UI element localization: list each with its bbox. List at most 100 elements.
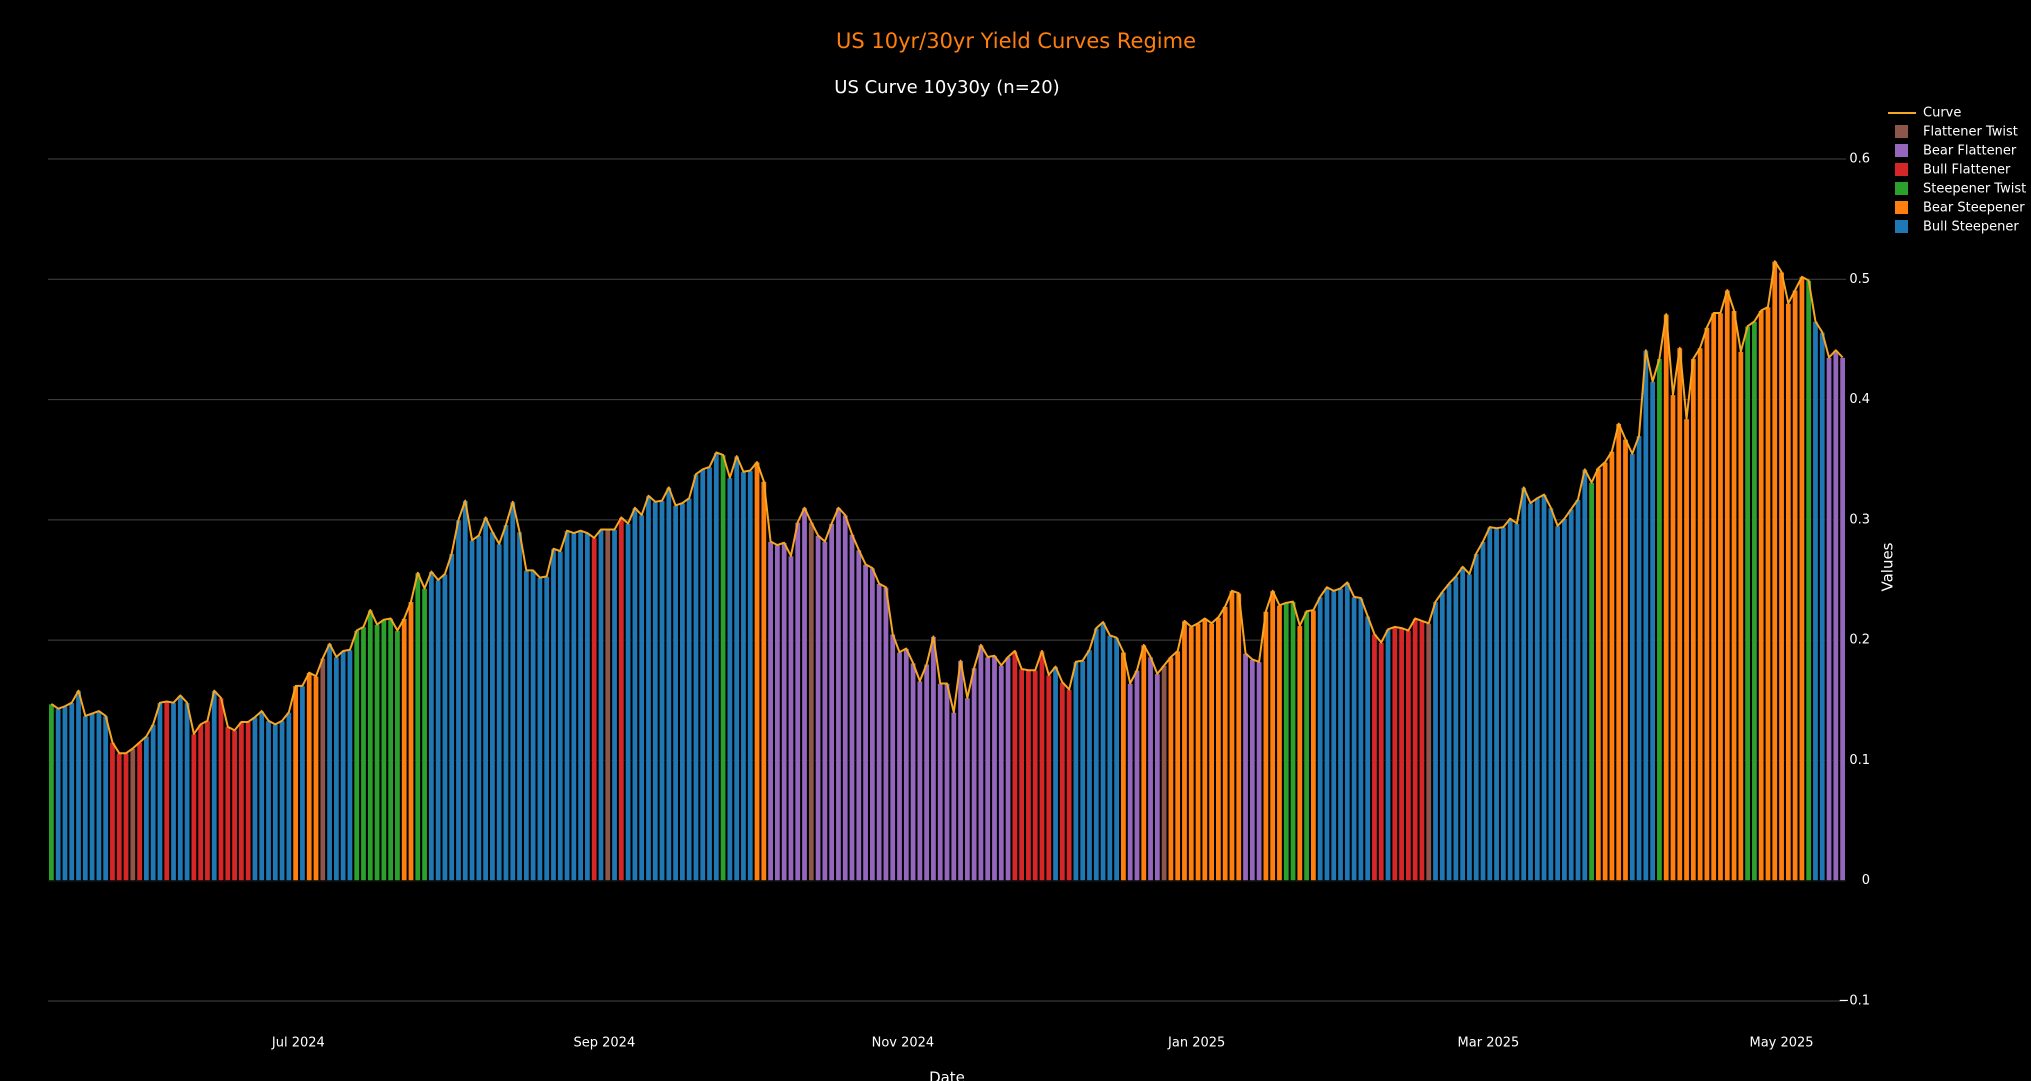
bar xyxy=(1140,644,1147,882)
bar xyxy=(1296,625,1303,882)
bar xyxy=(1310,609,1317,882)
bar xyxy=(1540,494,1548,882)
bar xyxy=(407,601,415,882)
legend-label: Bull Flattener xyxy=(1923,163,2011,178)
bar xyxy=(875,583,883,882)
bar xyxy=(577,530,584,882)
bar xyxy=(916,680,924,882)
bar xyxy=(1093,627,1100,882)
bar xyxy=(808,521,815,882)
bar xyxy=(1045,674,1052,882)
bar xyxy=(536,577,544,882)
bar xyxy=(957,660,964,882)
bar xyxy=(441,573,449,882)
bar xyxy=(1696,347,1704,882)
bar xyxy=(1554,525,1561,882)
bar xyxy=(814,535,822,882)
bar xyxy=(475,535,483,882)
bar xyxy=(75,690,82,882)
bar xyxy=(706,466,713,882)
bar xyxy=(1493,527,1500,882)
bar xyxy=(333,656,340,882)
bar xyxy=(190,733,198,882)
bar xyxy=(624,523,632,882)
bar xyxy=(645,495,652,882)
bar xyxy=(794,521,801,882)
bar xyxy=(1839,357,1846,882)
bar xyxy=(1588,482,1595,882)
bar xyxy=(631,507,639,882)
bar xyxy=(1506,518,1514,882)
bar xyxy=(984,656,991,882)
bar xyxy=(1724,289,1731,882)
bar xyxy=(272,723,279,882)
x-axis-label: Date xyxy=(929,1069,965,1081)
bar xyxy=(1452,575,1460,882)
bar xyxy=(692,473,700,882)
bar xyxy=(244,721,252,882)
bar xyxy=(1221,606,1229,882)
bar xyxy=(1364,615,1371,882)
bar xyxy=(991,655,998,882)
bar xyxy=(109,741,116,882)
bar xyxy=(1174,650,1181,882)
bar xyxy=(1147,656,1154,882)
bar xyxy=(1099,621,1107,882)
bar xyxy=(516,531,523,882)
bar xyxy=(1730,310,1738,882)
bar xyxy=(468,539,476,882)
bar xyxy=(1473,553,1480,882)
legend-swatch xyxy=(1895,220,1908,233)
bar xyxy=(1330,590,1337,882)
bar xyxy=(1812,320,1819,882)
bar xyxy=(102,715,109,882)
bar xyxy=(353,630,360,882)
legend-label: Bear Flattener xyxy=(1923,144,2017,159)
bar xyxy=(733,455,740,882)
bar xyxy=(1194,622,1202,882)
bar xyxy=(1751,320,1758,882)
bar xyxy=(1676,347,1683,882)
bar xyxy=(1391,626,1398,882)
x-tick-label: Jan 2025 xyxy=(1167,1036,1225,1051)
bar xyxy=(1289,601,1297,882)
bar xyxy=(1425,622,1432,882)
bars xyxy=(48,260,1846,882)
bar xyxy=(529,569,537,882)
bar xyxy=(1181,620,1188,882)
bar xyxy=(1154,673,1161,882)
bar xyxy=(1663,313,1670,882)
bar xyxy=(251,716,259,882)
bar xyxy=(1411,618,1419,882)
bar xyxy=(652,501,659,882)
bar xyxy=(136,741,143,882)
bar xyxy=(665,486,673,882)
bar xyxy=(1669,394,1677,882)
bar xyxy=(550,548,557,882)
bar xyxy=(1160,665,1168,882)
legend-label: Bear Steepener xyxy=(1923,201,2025,216)
bar xyxy=(61,705,69,882)
bar xyxy=(258,710,265,882)
bar xyxy=(1595,467,1602,882)
bar xyxy=(448,553,455,882)
bar xyxy=(1316,596,1324,882)
bar xyxy=(998,665,1005,882)
bar xyxy=(1785,302,1792,882)
bar xyxy=(591,537,598,882)
bar xyxy=(1269,590,1276,882)
bar xyxy=(1357,597,1365,882)
bar xyxy=(211,690,218,882)
bar xyxy=(1608,450,1616,882)
bar xyxy=(421,588,428,882)
legend-swatch xyxy=(1895,144,1908,157)
bar xyxy=(801,507,808,882)
bar xyxy=(1127,683,1134,882)
bar xyxy=(638,514,645,882)
bar xyxy=(224,726,231,882)
bar xyxy=(1805,280,1812,882)
bar xyxy=(523,569,530,882)
bar xyxy=(122,752,130,882)
bar xyxy=(1249,658,1256,882)
bar xyxy=(1350,596,1358,882)
